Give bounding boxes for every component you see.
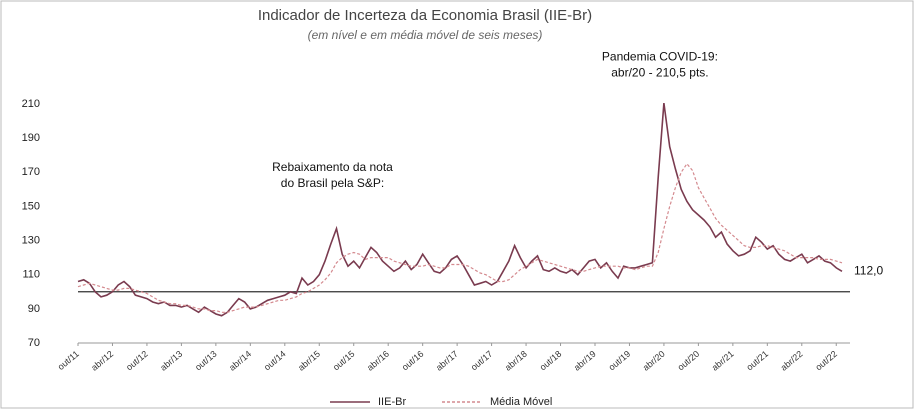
x-tick-label: out/21: [745, 349, 771, 373]
y-tick-label: 90: [28, 303, 40, 315]
x-tick-label: out/11: [56, 349, 81, 372]
legend-label: Média Móvel: [490, 396, 552, 408]
x-tick-label: abr/20: [641, 349, 667, 373]
x-tick-label: out/15: [331, 349, 357, 373]
series-line: [77, 102, 843, 317]
y-tick-label: 210: [22, 98, 40, 110]
y-tick-label: 110: [22, 269, 40, 281]
x-tick-label: out/17: [469, 349, 495, 373]
y-tick-label: 150: [22, 200, 40, 212]
x-tick-label: out/22: [813, 349, 839, 373]
legend-label: IIE-Br: [378, 396, 406, 408]
x-tick-label: abr/22: [779, 349, 805, 373]
x-tick-label: abr/21: [710, 349, 736, 373]
x-tick-label: abr/18: [503, 349, 529, 373]
annotation: 112,0: [854, 263, 883, 277]
x-tick-label: out/19: [607, 349, 633, 373]
y-tick-label: 70: [28, 337, 40, 349]
annotation: Pandemia COVID-19:: [602, 49, 718, 63]
x-tick-label: abr/14: [227, 349, 253, 373]
x-tick-label: out/18: [538, 349, 564, 373]
annotation: abr/20 - 210,5 pts.: [611, 65, 708, 79]
y-tick-label: 190: [22, 132, 40, 144]
x-tick-label: out/16: [400, 349, 426, 373]
x-tick-label: abr/12: [89, 349, 115, 373]
x-tick-label: out/12: [124, 349, 150, 373]
x-tick-label: abr/16: [365, 349, 391, 373]
x-tick-label: out/20: [676, 349, 702, 373]
x-tick-label: abr/13: [158, 349, 184, 373]
chart-subtitle: (em nível e em média móvel de seis meses…: [308, 28, 543, 42]
series-line: [77, 162, 843, 313]
chart-title: Indicador de Incerteza da Economia Brasi…: [258, 7, 592, 24]
x-tick-label: abr/19: [572, 349, 598, 373]
x-tick-label: out/14: [262, 349, 288, 373]
x-tick-label: abr/15: [296, 349, 322, 373]
annotation: do Brasil pela S&P:: [281, 176, 384, 190]
y-tick-label: 170: [22, 166, 40, 178]
x-tick-label: out/13: [193, 349, 219, 373]
y-tick-label: 130: [22, 234, 40, 246]
annotation: Rebaixamento da nota: [272, 160, 393, 174]
x-tick-label: abr/17: [434, 349, 460, 373]
